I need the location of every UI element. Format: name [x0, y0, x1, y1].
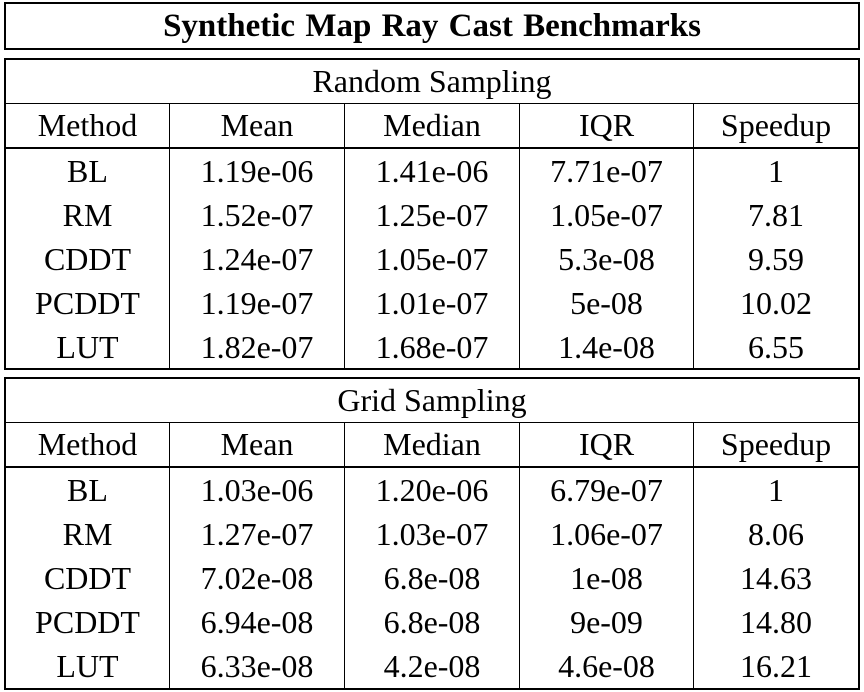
table-body: BL 1.19e-06 1.41e-06 7.71e-07 1 RM 1.52e… [6, 149, 858, 369]
cell-iqr: 5.3e-08 [520, 237, 694, 281]
cell-method: PCDDT [6, 600, 170, 644]
cell-iqr: 1.4e-08 [520, 325, 694, 369]
cell-speedup: 1 [768, 152, 784, 189]
cell-mean: 6.33e-08 [170, 644, 345, 688]
cell-median: 1.25e-07 [345, 193, 520, 237]
cell-median: 4.2e-08 [345, 644, 520, 688]
table-row: PCDDT 6.94e-08 6.8e-08 9e-09 14.80 [6, 600, 858, 644]
cell-speedup: 6.55 [748, 328, 804, 365]
column-header-mean: Mean [170, 423, 345, 466]
cell-speedup: 14.80 [740, 603, 812, 640]
grid-sampling-section: Grid Sampling Method Mean Median IQR Spe… [4, 377, 860, 690]
cell-mean: 6.94e-08 [170, 600, 345, 644]
section-title: Grid Sampling [6, 379, 858, 423]
table-row: PCDDT 1.19e-07 1.01e-07 5e-08 10.02 [6, 281, 858, 325]
cell-speedup: 1 [768, 471, 784, 508]
cell-speedup: 14.63 [740, 559, 812, 596]
cell-method: BL [6, 468, 170, 512]
column-header-iqr: IQR [520, 423, 694, 466]
cell-iqr: 6.79e-07 [520, 468, 694, 512]
cell-median: 1.05e-07 [345, 237, 520, 281]
column-header-method: Method [6, 104, 170, 147]
cell-speedup: 8.06 [748, 515, 804, 552]
cell-median: 1.68e-07 [345, 325, 520, 369]
cell-mean: 1.52e-07 [170, 193, 345, 237]
cell-method: CDDT [6, 556, 170, 600]
cell-median: 1.20e-06 [345, 468, 520, 512]
random-sampling-section: Random Sampling Method Mean Median IQR S… [4, 58, 860, 370]
column-header-median: Median [345, 104, 520, 147]
cell-method: PCDDT [6, 281, 170, 325]
cell-iqr: 1e-08 [520, 556, 694, 600]
header-row: Method Mean Median IQR Speedup [6, 423, 858, 468]
cell-speedup: 10.02 [740, 284, 812, 321]
table-row: LUT 6.33e-08 4.2e-08 4.6e-08 16.21 [6, 644, 858, 688]
cell-iqr: 5e-08 [520, 281, 694, 325]
cell-median: 1.01e-07 [345, 281, 520, 325]
table-title-box: Synthetic Map Ray Cast Benchmarks [4, 2, 860, 50]
cell-median: 1.03e-07 [345, 512, 520, 556]
cell-iqr: 1.06e-07 [520, 512, 694, 556]
table-body: BL 1.03e-06 1.20e-06 6.79e-07 1 RM 1.27e… [6, 468, 858, 688]
cell-iqr: 1.05e-07 [520, 193, 694, 237]
cell-mean: 1.27e-07 [170, 512, 345, 556]
cell-mean: 1.19e-06 [170, 149, 345, 193]
cell-iqr: 4.6e-08 [520, 644, 694, 688]
table-row: RM 1.27e-07 1.03e-07 1.06e-07 8.06 [6, 512, 858, 556]
cell-mean: 1.19e-07 [170, 281, 345, 325]
cell-speedup: 16.21 [740, 647, 812, 684]
cell-mean: 1.82e-07 [170, 325, 345, 369]
table-row: RM 1.52e-07 1.25e-07 1.05e-07 7.81 [6, 193, 858, 237]
header-row: Method Mean Median IQR Speedup [6, 104, 858, 149]
table-row: BL 1.19e-06 1.41e-06 7.71e-07 1 [6, 149, 858, 193]
table-row: CDDT 7.02e-08 6.8e-08 1e-08 14.63 [6, 556, 858, 600]
table-row: CDDT 1.24e-07 1.05e-07 5.3e-08 9.59 [6, 237, 858, 281]
cell-speedup: 9.59 [748, 240, 804, 277]
cell-mean: 7.02e-08 [170, 556, 345, 600]
column-header-speedup: Speedup [720, 426, 832, 462]
cell-speedup: 7.81 [748, 196, 804, 233]
table-row: LUT 1.82e-07 1.68e-07 1.4e-08 6.55 [6, 325, 858, 369]
cell-iqr: 9e-09 [520, 600, 694, 644]
cell-method: RM [6, 512, 170, 556]
cell-median: 1.41e-06 [345, 149, 520, 193]
column-header-iqr: IQR [520, 104, 694, 147]
column-header-mean: Mean [170, 104, 345, 147]
column-header-median: Median [345, 423, 520, 466]
column-header-method: Method [6, 423, 170, 466]
cell-mean: 1.24e-07 [170, 237, 345, 281]
table-row: BL 1.03e-06 1.20e-06 6.79e-07 1 [6, 468, 858, 512]
cell-method: LUT [6, 325, 170, 369]
cell-median: 6.8e-08 [345, 556, 520, 600]
cell-method: RM [6, 193, 170, 237]
cell-method: LUT [6, 644, 170, 688]
cell-median: 6.8e-08 [345, 600, 520, 644]
cell-method: CDDT [6, 237, 170, 281]
cell-mean: 1.03e-06 [170, 468, 345, 512]
cell-method: BL [6, 149, 170, 193]
column-header-speedup: Speedup [720, 107, 832, 143]
table-title: Synthetic Map Ray Cast Benchmarks [163, 7, 701, 44]
section-title: Random Sampling [6, 60, 858, 104]
cell-iqr: 7.71e-07 [520, 149, 694, 193]
